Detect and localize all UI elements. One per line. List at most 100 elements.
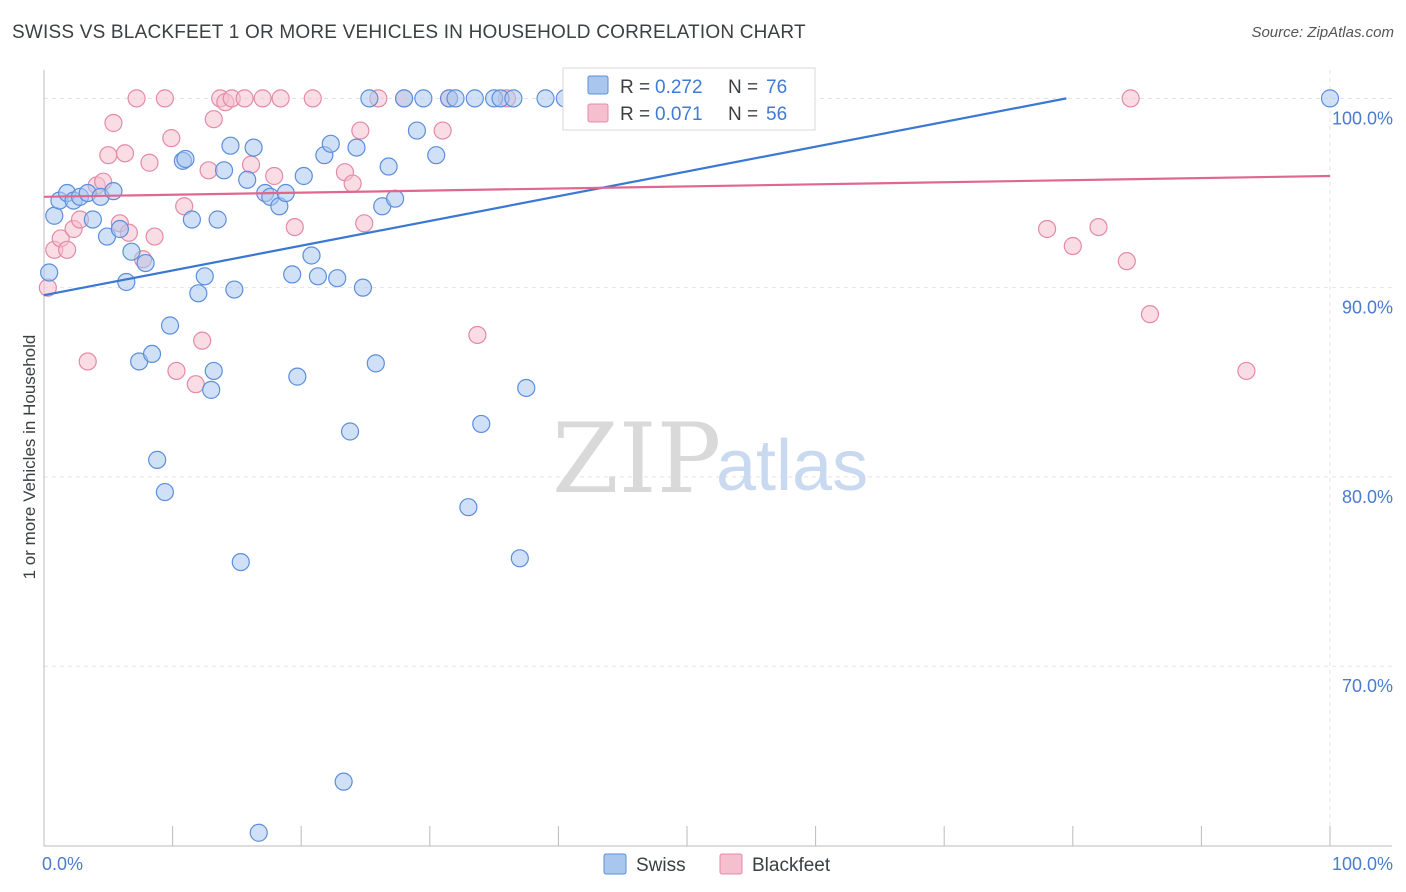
swiss-point [353, 278, 373, 297]
swiss-point [308, 267, 328, 286]
blackfeet-point [235, 89, 254, 108]
swiss-point [459, 498, 478, 517]
source-label: Source: ZipAtlas.com [1251, 24, 1394, 41]
blackfeet-point [253, 89, 272, 108]
blackfeet-point [1237, 361, 1256, 381]
chart-title: SWISS VS BLACKFEET 1 OR MORE VEHICLES IN… [12, 22, 806, 43]
blackfeet-point [1089, 217, 1108, 237]
legend-n-value-blackfeet: 56 [766, 104, 787, 125]
blackfeet-point [167, 361, 186, 381]
bottom-legend-blackfeet: Blackfeet [752, 855, 831, 876]
swiss-point [288, 367, 307, 386]
blackfeet-point [115, 144, 135, 163]
y-tick-label: 70.0% [1342, 676, 1393, 696]
axes [43, 70, 1392, 847]
swiss-point [407, 121, 427, 140]
swiss-point [182, 210, 201, 229]
swiss-point [204, 361, 223, 381]
swiss-point [238, 170, 257, 189]
swiss-point [504, 89, 523, 108]
legend-r-label-blackfeet: R = [620, 104, 650, 125]
legend-swatch-blackfeet [587, 103, 609, 123]
blackfeet-point [155, 89, 174, 108]
swiss-point [379, 157, 398, 176]
swiss-point [231, 552, 250, 572]
swiss-point [414, 89, 433, 108]
swiss-point [427, 146, 446, 165]
legend-r-value-swiss: 0.272 [655, 77, 703, 98]
y-tick-label: 80.0% [1342, 487, 1393, 507]
blackfeet-point [140, 153, 159, 172]
swiss-point [1320, 89, 1340, 108]
swiss-point [328, 269, 347, 288]
swiss-point [189, 284, 208, 303]
bottom-legend-swatch-swiss [603, 853, 627, 875]
blackfeet-point [186, 375, 205, 394]
blackfeet-point [78, 352, 97, 371]
swiss-point [510, 549, 529, 568]
blackfeet-trend-line [43, 174, 1331, 198]
swiss-point [136, 253, 155, 273]
blackfeet-point [351, 121, 370, 140]
swiss-point [244, 138, 263, 157]
swiss-trend-line [43, 97, 1067, 297]
blackfeet-point [145, 227, 164, 246]
swiss-point [142, 344, 162, 364]
swiss-point [334, 772, 353, 791]
blackfeet-point [1117, 252, 1136, 271]
swiss-point [221, 136, 240, 155]
y-tick-label: 100.0% [1332, 108, 1393, 128]
bottom-legend-swiss: Swiss [636, 855, 686, 876]
swiss-point [294, 166, 313, 186]
blackfeet-point [104, 113, 123, 133]
blackfeet-point [355, 214, 374, 233]
swiss-point [104, 182, 123, 201]
swiss-point [160, 316, 180, 335]
blackfeet-point [265, 166, 284, 186]
legend-r-value-blackfeet: 0.071 [655, 104, 703, 125]
swiss-point [394, 89, 414, 108]
blackfeet-point [58, 240, 77, 259]
swiss-point [176, 149, 195, 169]
legend-r-label-swiss: R = [620, 77, 650, 98]
bottom-legend-swatch-blackfeet [719, 853, 743, 875]
blackfeet-point [1140, 305, 1160, 324]
swiss-point [45, 206, 64, 225]
blackfeet-point [271, 89, 290, 108]
correlation-legend: R = 0.272 N = 76 R = 0.071 N = 56 [562, 67, 816, 131]
swiss-point [302, 246, 321, 265]
blackfeet-point [468, 325, 487, 345]
blackfeet-point [99, 146, 118, 165]
blackfeet-point [1121, 89, 1140, 108]
swiss-point [321, 134, 340, 153]
blackfeet-point [162, 129, 181, 148]
swiss-point [536, 89, 555, 108]
swiss-point [366, 354, 385, 373]
swiss-point [214, 161, 234, 180]
swiss-point [517, 378, 536, 398]
swiss-point [446, 89, 465, 108]
swiss-point [208, 210, 227, 229]
swiss-point [117, 272, 136, 292]
swiss-point [40, 263, 59, 282]
legend-n-value-swiss: 76 [766, 77, 787, 98]
legend-n-label-blackfeet: N = [728, 104, 758, 125]
swiss-point [225, 280, 244, 299]
watermark: ZIP atlas [552, 403, 868, 515]
swiss-point [83, 210, 102, 229]
watermark-atlas: atlas [716, 426, 868, 506]
legend-swatch-swiss [587, 75, 609, 95]
blackfeet-point [343, 174, 362, 193]
swiss-point [148, 450, 167, 469]
swiss-point [385, 189, 405, 208]
swiss-point [122, 242, 141, 261]
blackfeet-point [193, 331, 212, 350]
swiss-point [110, 219, 129, 239]
swiss-point [360, 89, 379, 108]
blackfeet-point [204, 110, 223, 129]
swiss-point [347, 138, 366, 157]
blackfeet-points [38, 89, 1256, 394]
swiss-point [202, 380, 221, 399]
blackfeet-point [127, 89, 146, 108]
